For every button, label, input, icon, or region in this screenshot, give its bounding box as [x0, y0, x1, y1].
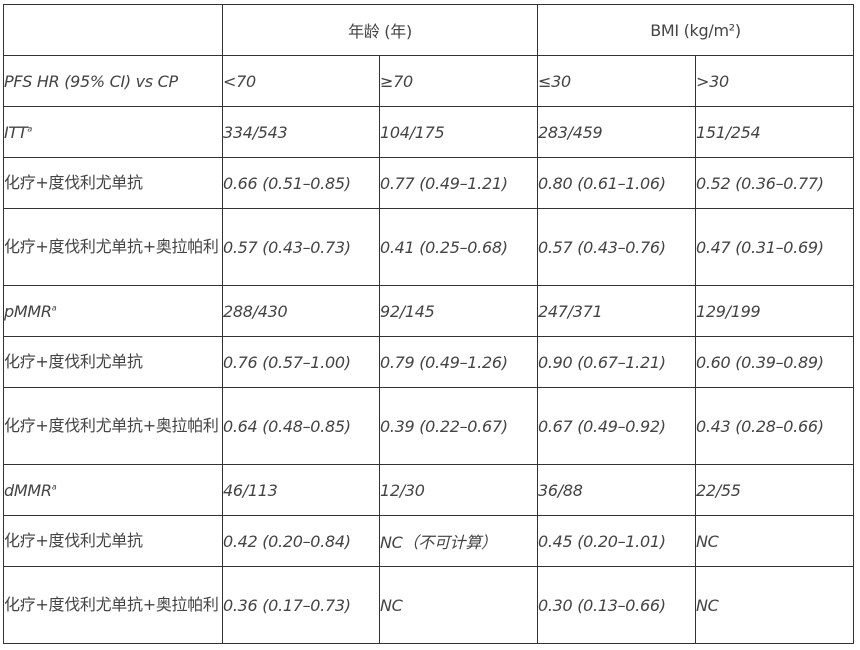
bmi-group-header: BMI (kg/m²) — [537, 4, 854, 56]
treatment-label: 化疗+度伐利尤单抗 — [3, 336, 223, 388]
count-cell: 46/113 — [222, 464, 380, 516]
hr-cell: 0.43 (0.28–0.66) — [695, 387, 854, 465]
hr-cell: 0.42 (0.20–0.84) — [222, 515, 380, 567]
section-row: dMMRa 46/113 12/30 36/88 22/55 — [3, 464, 854, 516]
count-cell: 288/430 — [222, 285, 380, 337]
hr-cell: 0.45 (0.20–1.01) — [537, 515, 696, 567]
age-group-header: 年龄 (年) — [222, 4, 538, 56]
hr-cell: 0.41 (0.25–0.68) — [379, 208, 538, 286]
count-cell: 334/543 — [222, 106, 380, 158]
hr-cell: NC — [695, 515, 854, 567]
hr-cell: 0.30 (0.13–0.66) — [537, 566, 696, 644]
table-row: 化疗+度伐利尤单抗+奥拉帕利 0.36 (0.17–0.73) NC 0.30 (0.… — [3, 566, 854, 644]
hr-cell: 0.67 (0.49–0.92) — [537, 387, 696, 465]
hr-cell: NC — [379, 566, 538, 644]
count-cell: 104/175 — [379, 106, 538, 158]
count-cell: 247/371 — [537, 285, 696, 337]
hr-cell: 0.57 (0.43–0.76) — [537, 208, 696, 286]
subgroup-hr-table: 年龄 (年) BMI (kg/m²) PFS HR (95% CI) vs CP… — [3, 4, 854, 644]
footnote-marker: a — [27, 124, 32, 134]
table-row: 化疗+度伐利尤单抗+奥拉帕利 0.57 (0.43–0.73) 0.41 (0.25… — [3, 208, 854, 286]
header-row-groups: 年龄 (年) BMI (kg/m²) — [3, 4, 854, 56]
table-row: 化疗+度伐利尤单抗+奥拉帕利 0.64 (0.48–0.85) 0.39 (0.22… — [3, 387, 854, 465]
hr-cell: 0.52 (0.36–0.77) — [695, 157, 854, 209]
footnote-marker: a — [51, 482, 57, 492]
hr-cell: 0.64 (0.48–0.85) — [222, 387, 380, 465]
footnote-marker: a — [51, 303, 57, 313]
corner-cell — [3, 4, 223, 56]
hr-cell: NC — [695, 566, 854, 644]
hr-cell: 0.90 (0.67–1.21) — [537, 336, 696, 388]
hr-cell: NC（不可计算） — [379, 515, 538, 567]
count-cell: 36/88 — [537, 464, 696, 516]
hr-cell: 0.76 (0.57–1.00) — [222, 336, 380, 388]
treatment-label: 化疗+度伐利尤单抗+奥拉帕利 — [3, 208, 223, 286]
subgroup-bmi-gt30: >30 — [695, 55, 854, 107]
treatment-label: 化疗+度伐利尤单抗 — [3, 515, 223, 567]
subgroup-age-lt70: <70 — [222, 55, 380, 107]
count-cell: 92/145 — [379, 285, 538, 337]
hr-cell: 0.79 (0.49–1.26) — [379, 336, 538, 388]
hr-cell: 0.80 (0.61–1.06) — [537, 157, 696, 209]
hr-cell: 0.60 (0.39–0.89) — [695, 336, 854, 388]
header-row-subgroups: PFS HR (95% CI) vs CP <70 ≥70 ≤30 >30 — [3, 55, 854, 107]
hr-cell: 0.47 (0.31–0.69) — [695, 208, 854, 286]
subgroup-age-ge70: ≥70 — [379, 55, 538, 107]
count-cell: 22/55 — [695, 464, 854, 516]
treatment-label: 化疗+度伐利尤单抗+奥拉帕利 — [3, 566, 223, 644]
table-row: 化疗+度伐利尤单抗 0.66 (0.51–0.85) 0.77 (0.49–1.21… — [3, 157, 854, 209]
hr-cell: 0.77 (0.49–1.21) — [379, 157, 538, 209]
section-label: dMMRa — [3, 464, 223, 516]
section-name: ITT — [4, 122, 28, 142]
hr-cell: 0.66 (0.51–0.85) — [222, 157, 380, 209]
section-label: ITTa — [3, 106, 223, 158]
table-row: 化疗+度伐利尤单抗 0.42 (0.20–0.84) NC（不可计算） 0.45 (0… — [3, 515, 854, 567]
hr-cell: 0.57 (0.43–0.73) — [222, 208, 380, 286]
count-cell: 283/459 — [537, 106, 696, 158]
section-label: pMMRa — [3, 285, 223, 337]
section-name: pMMR — [4, 301, 52, 321]
hr-cell: 0.39 (0.22–0.67) — [379, 387, 538, 465]
section-name: dMMR — [4, 480, 52, 500]
subgroup-bmi-le30: ≤30 — [537, 55, 696, 107]
row-label-header: PFS HR (95% CI) vs CP — [3, 55, 223, 107]
count-cell: 12/30 — [379, 464, 538, 516]
treatment-label: 化疗+度伐利尤单抗+奥拉帕利 — [3, 387, 223, 465]
section-row: pMMRa 288/430 92/145 247/371 129/199 — [3, 285, 854, 337]
count-cell: 151/254 — [695, 106, 854, 158]
section-row: ITTa 334/543 104/175 283/459 151/254 — [3, 106, 854, 158]
count-cell: 129/199 — [695, 285, 854, 337]
table-row: 化疗+度伐利尤单抗 0.76 (0.57–1.00) 0.79 (0.49–1.26… — [3, 336, 854, 388]
treatment-label: 化疗+度伐利尤单抗 — [3, 157, 223, 209]
hr-cell: 0.36 (0.17–0.73) — [222, 566, 380, 644]
